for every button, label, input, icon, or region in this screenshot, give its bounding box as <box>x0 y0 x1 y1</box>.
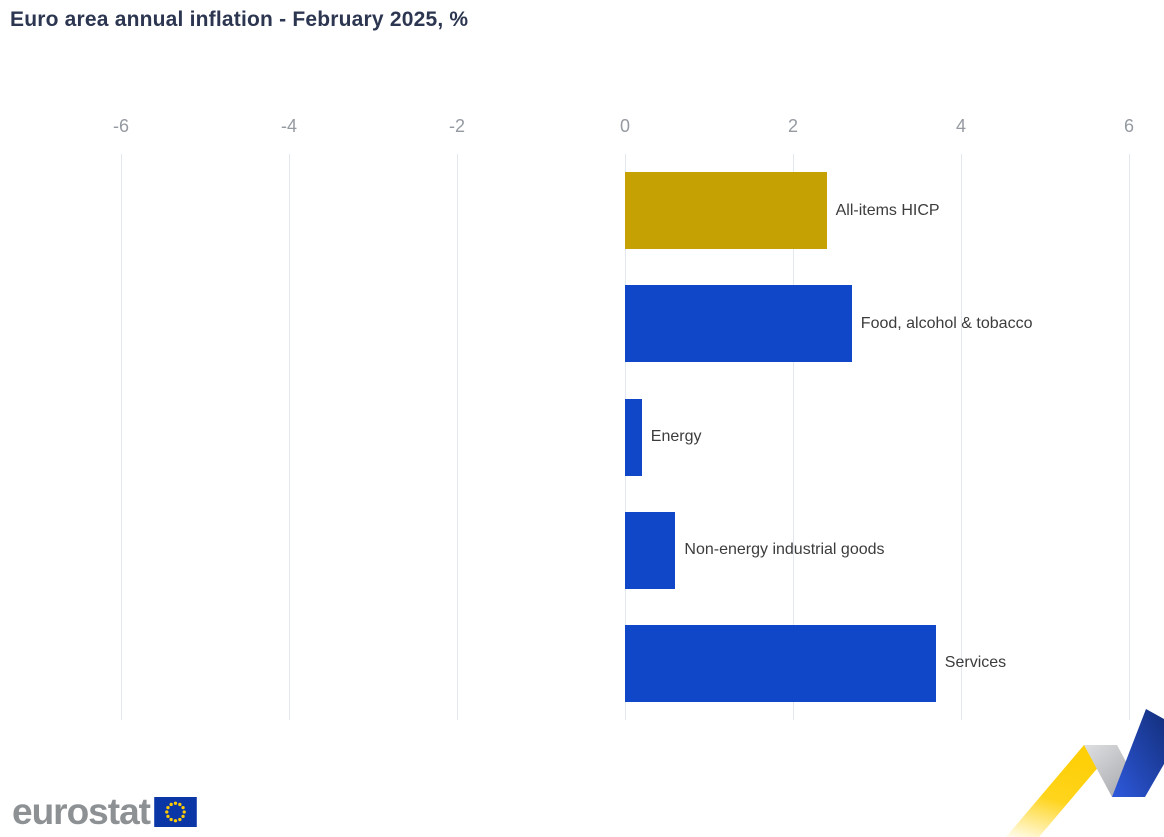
category-label-energy: Energy <box>650 428 702 445</box>
x-tick-label--4: -4 <box>280 116 297 136</box>
eu-flag-icon <box>154 796 197 827</box>
bar-energy <box>625 398 642 476</box>
x-tick-label-2: 2 <box>787 116 798 136</box>
category-label-non-energy-industrial-goods: Non-energy industrial goods <box>684 541 885 559</box>
bar-non-energy-industrial-goods <box>625 511 676 589</box>
category-label-food-alcohol-tobacco: Food, alcohol & tobacco <box>860 314 1033 332</box>
x-tick-label-0: 0 <box>619 116 630 136</box>
category-label-all-items-hicp: All-items HICP <box>835 201 940 219</box>
category-label-services: Services <box>944 654 1007 672</box>
gridline--2 <box>457 154 458 720</box>
bar-services <box>625 624 936 702</box>
x-tick-label-6: 6 <box>1123 116 1134 136</box>
x-tick-label--6: -6 <box>112 116 129 136</box>
eurostat-ribbon-graphic <box>1006 709 1164 837</box>
chart-title: Euro area annual inflation - February 20… <box>10 8 469 31</box>
x-tick-label--2: -2 <box>448 116 465 136</box>
gridline-6 <box>1129 154 1130 720</box>
x-tick-label-4: 4 <box>955 116 966 136</box>
bar-all-items-hicp <box>625 172 827 250</box>
eurostat-logo: eurostat <box>12 793 197 830</box>
bar-food-alcohol-tobacco <box>625 285 852 363</box>
bar-chart-plot-area: -6 -4 -2 0 2 4 6 All-items HICP Food, alcohol & … <box>113 112 1134 720</box>
gridline-2 <box>793 154 794 720</box>
gridline--6 <box>121 154 122 720</box>
gridline--4 <box>289 154 290 720</box>
eurostat-wordmark: eurostat <box>12 791 151 832</box>
gridline-4 <box>961 154 962 720</box>
